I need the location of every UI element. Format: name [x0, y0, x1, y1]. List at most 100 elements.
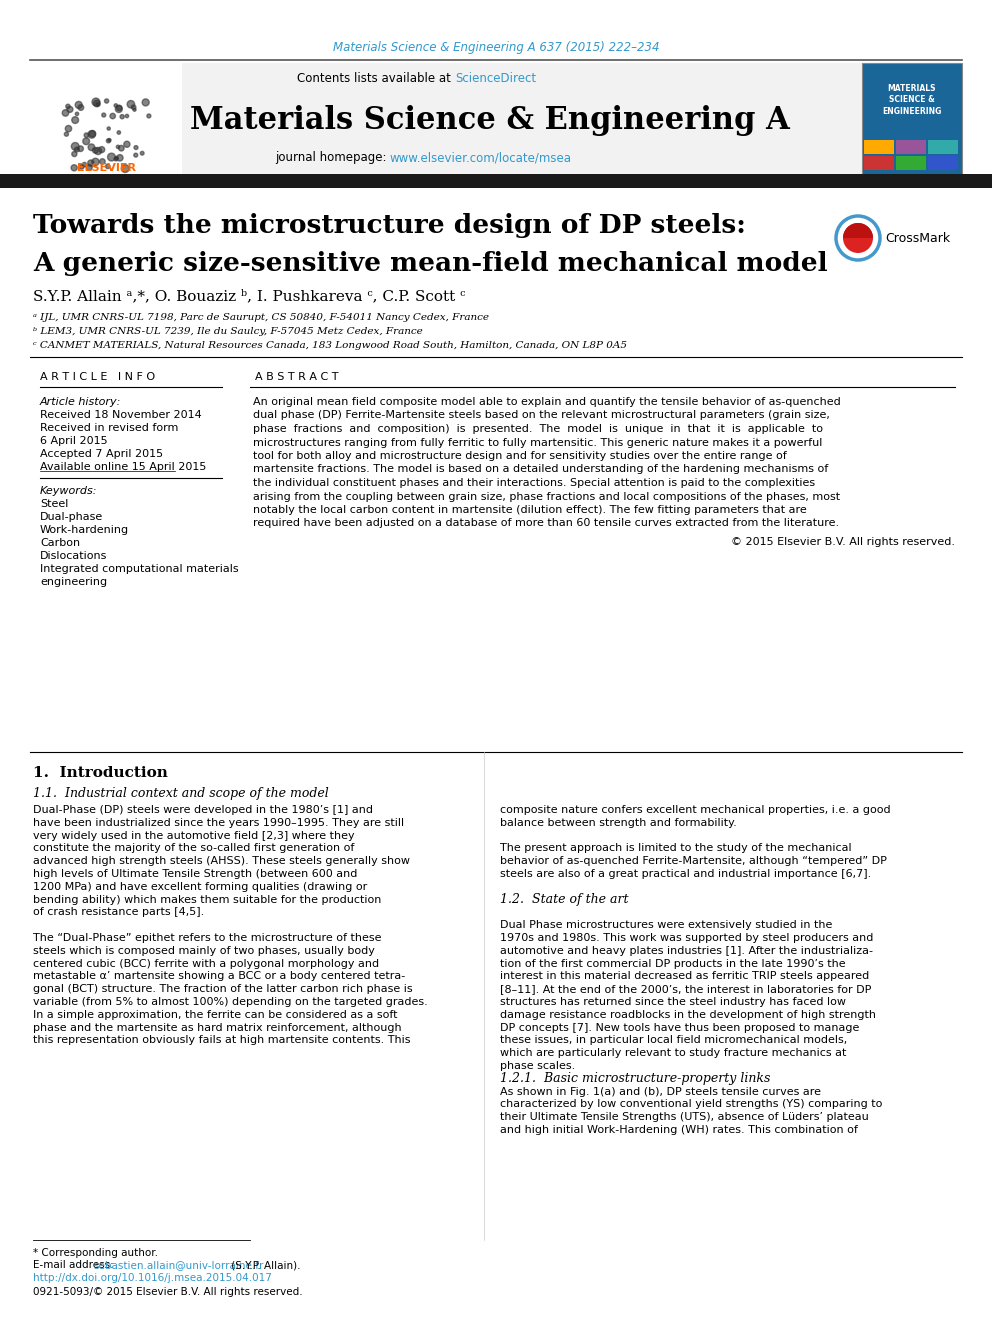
Circle shape [89, 131, 96, 138]
Bar [862, 64, 962, 175]
Bar [864, 140, 894, 153]
Text: tion of the first commercial DP products in the late 1990’s the: tion of the first commercial DP products… [500, 959, 845, 968]
Circle shape [114, 157, 118, 161]
Text: steels are also of a great practical and industrial importance [6,7].: steels are also of a great practical and… [500, 869, 871, 878]
Text: engineering: engineering [40, 577, 107, 587]
Text: Contents lists available at: Contents lists available at [298, 71, 455, 85]
Circle shape [88, 144, 95, 151]
Text: S.Y.P. Allain ᵃ,*, O. Bouaziz ᵇ, I. Pushkareva ᶜ, C.P. Scott ᶜ: S.Y.P. Allain ᵃ,*, O. Bouaziz ᵇ, I. Push… [33, 288, 465, 303]
Text: 6 April 2015: 6 April 2015 [40, 437, 107, 446]
Circle shape [75, 112, 78, 115]
Circle shape [92, 98, 100, 106]
Text: Work-hardening: Work-hardening [40, 525, 129, 534]
Bar [896, 156, 926, 169]
Circle shape [71, 164, 77, 171]
Bar [30, 64, 182, 175]
Text: the individual constituent phases and their interactions. Special attention is p: the individual constituent phases and th… [253, 478, 815, 488]
Text: ScienceDirect: ScienceDirect [455, 71, 536, 85]
Circle shape [96, 103, 100, 106]
Text: advanced high strength steels (AHSS). These steels generally show: advanced high strength steels (AHSS). Th… [33, 856, 410, 867]
Text: Dual-phase: Dual-phase [40, 512, 103, 523]
Text: gonal (BCT) structure. The fraction of the latter carbon rich phase is: gonal (BCT) structure. The fraction of t… [33, 984, 413, 994]
Circle shape [107, 153, 115, 161]
Circle shape [134, 146, 138, 149]
Text: [8–11]. At the end of the 2000’s, the interest in laboratories for DP: [8–11]. At the end of the 2000’s, the in… [500, 984, 871, 994]
Text: high levels of Ultimate Tensile Strength (between 600 and: high levels of Ultimate Tensile Strength… [33, 869, 357, 878]
Text: very widely used in the automotive field [2,3] where they: very widely used in the automotive field… [33, 831, 354, 840]
Circle shape [147, 114, 151, 118]
Text: ᵇ LEM3, UMR CNRS-UL 7239, Ile du Saulcy, F-57045 Metz Cedex, France: ᵇ LEM3, UMR CNRS-UL 7239, Ile du Saulcy,… [33, 327, 423, 336]
Circle shape [125, 114, 129, 118]
Text: and high initial Work-Hardening (WH) rates. This combination of: and high initial Work-Hardening (WH) rat… [500, 1125, 858, 1135]
Wedge shape [843, 224, 873, 238]
Text: Carbon: Carbon [40, 538, 80, 548]
Text: Dual-Phase (DP) steels were developed in the 1980’s [1] and: Dual-Phase (DP) steels were developed in… [33, 804, 373, 815]
Text: which are particularly relevant to study fracture mechanics at: which are particularly relevant to study… [500, 1048, 846, 1058]
Circle shape [88, 131, 95, 138]
Text: tool for both alloy and microstructure design and for sensitivity studies over t: tool for both alloy and microstructure d… [253, 451, 787, 460]
Circle shape [79, 164, 84, 169]
Bar [864, 156, 894, 169]
Circle shape [65, 105, 70, 108]
Circle shape [106, 139, 110, 143]
Text: interest in this material decreased as ferritic TRIP steels appeared: interest in this material decreased as f… [500, 971, 869, 982]
Circle shape [140, 151, 144, 155]
Text: ᶜ CANMET MATERIALS, Natural Resources Canada, 183 Longwood Road South, Hamilton,: ᶜ CANMET MATERIALS, Natural Resources Ca… [33, 340, 627, 349]
Text: centered cubic (BCC) ferrite with a polygonal morphology and: centered cubic (BCC) ferrite with a poly… [33, 959, 379, 968]
Circle shape [64, 132, 68, 136]
Circle shape [115, 106, 122, 112]
Circle shape [82, 138, 89, 144]
Text: As shown in Fig. 1(a) and (b), DP steels tensile curves are: As shown in Fig. 1(a) and (b), DP steels… [500, 1086, 821, 1097]
Circle shape [115, 156, 118, 160]
Text: balance between strength and formability.: balance between strength and formability… [500, 818, 737, 828]
Text: behavior of as-quenched Ferrite-Martensite, although “tempered” DP: behavior of as-quenched Ferrite-Martensi… [500, 856, 887, 867]
Circle shape [78, 105, 83, 110]
Text: microstructures ranging from fully ferritic to fully martensitic. This generic n: microstructures ranging from fully ferri… [253, 438, 822, 447]
Circle shape [843, 224, 873, 253]
Circle shape [82, 163, 86, 167]
Circle shape [105, 164, 110, 168]
Text: Materials Science & Engineering A 637 (2015) 222–234: Materials Science & Engineering A 637 (2… [332, 41, 660, 54]
Circle shape [110, 114, 115, 119]
Text: DP concepts [7]. New tools have thus been proposed to manage: DP concepts [7]. New tools have thus bee… [500, 1023, 859, 1032]
Circle shape [114, 103, 117, 107]
Text: martensite fractions. The model is based on a detailed understanding of the hard: martensite fractions. The model is based… [253, 464, 828, 475]
Bar [30, 64, 862, 175]
Bar [0, 175, 992, 188]
Circle shape [65, 126, 71, 132]
Circle shape [133, 108, 136, 111]
Circle shape [142, 99, 149, 106]
Text: 1.2.1.  Basic microstructure-property links: 1.2.1. Basic microstructure-property lin… [500, 1073, 771, 1085]
Circle shape [120, 115, 124, 119]
Circle shape [117, 131, 121, 134]
Text: 1.  Introduction: 1. Introduction [33, 766, 168, 781]
Text: phase  fractions  and  composition)  is  presented.  The  model  is  unique  in : phase fractions and composition) is pres… [253, 423, 823, 434]
Bar [896, 140, 926, 153]
Circle shape [131, 105, 136, 110]
Text: arising from the coupling between grain size, phase fractions and local composit: arising from the coupling between grain … [253, 492, 840, 501]
Text: http://dx.doi.org/10.1016/j.msea.2015.04.017: http://dx.doi.org/10.1016/j.msea.2015.04… [33, 1273, 272, 1283]
Text: Accepted 7 April 2015: Accepted 7 April 2015 [40, 448, 163, 459]
Text: * Corresponding author.: * Corresponding author. [33, 1248, 158, 1258]
Text: ᵃ IJL, UMR CNRS-UL 7198, Parc de Saurupt, CS 50840, F-54011 Nancy Cedex, France: ᵃ IJL, UMR CNRS-UL 7198, Parc de Saurupt… [33, 314, 489, 323]
Text: Keywords:: Keywords: [40, 486, 97, 496]
Text: this representation obviously fails at high martensite contents. This: this representation obviously fails at h… [33, 1036, 411, 1045]
Text: their Ultimate Tensile Strengths (UTS), absence of Lüders’ plateau: their Ultimate Tensile Strengths (UTS), … [500, 1113, 869, 1122]
Text: constitute the majority of the so-called first generation of: constitute the majority of the so-called… [33, 843, 354, 853]
Text: 1.2.  State of the art: 1.2. State of the art [500, 893, 629, 906]
Circle shape [93, 101, 100, 107]
Text: Dislocations: Dislocations [40, 550, 107, 561]
Text: CrossMark: CrossMark [885, 232, 950, 245]
Text: E-mail address:: E-mail address: [33, 1259, 117, 1270]
Circle shape [77, 146, 83, 152]
Circle shape [117, 155, 123, 161]
Text: The “Dual-Phase” epithet refers to the microstructure of these: The “Dual-Phase” epithet refers to the m… [33, 933, 382, 943]
Text: have been industrialized since the years 1990–1995. They are still: have been industrialized since the years… [33, 818, 404, 828]
Circle shape [92, 147, 98, 153]
Text: A generic size-sensitive mean-field mechanical model: A generic size-sensitive mean-field mech… [33, 250, 827, 275]
Circle shape [116, 146, 120, 148]
Circle shape [99, 159, 105, 164]
Text: composite nature confers excellent mechanical properties, i.e. a good: composite nature confers excellent mecha… [500, 804, 891, 815]
Circle shape [62, 110, 68, 116]
Text: A B S T R A C T: A B S T R A C T [255, 372, 338, 382]
